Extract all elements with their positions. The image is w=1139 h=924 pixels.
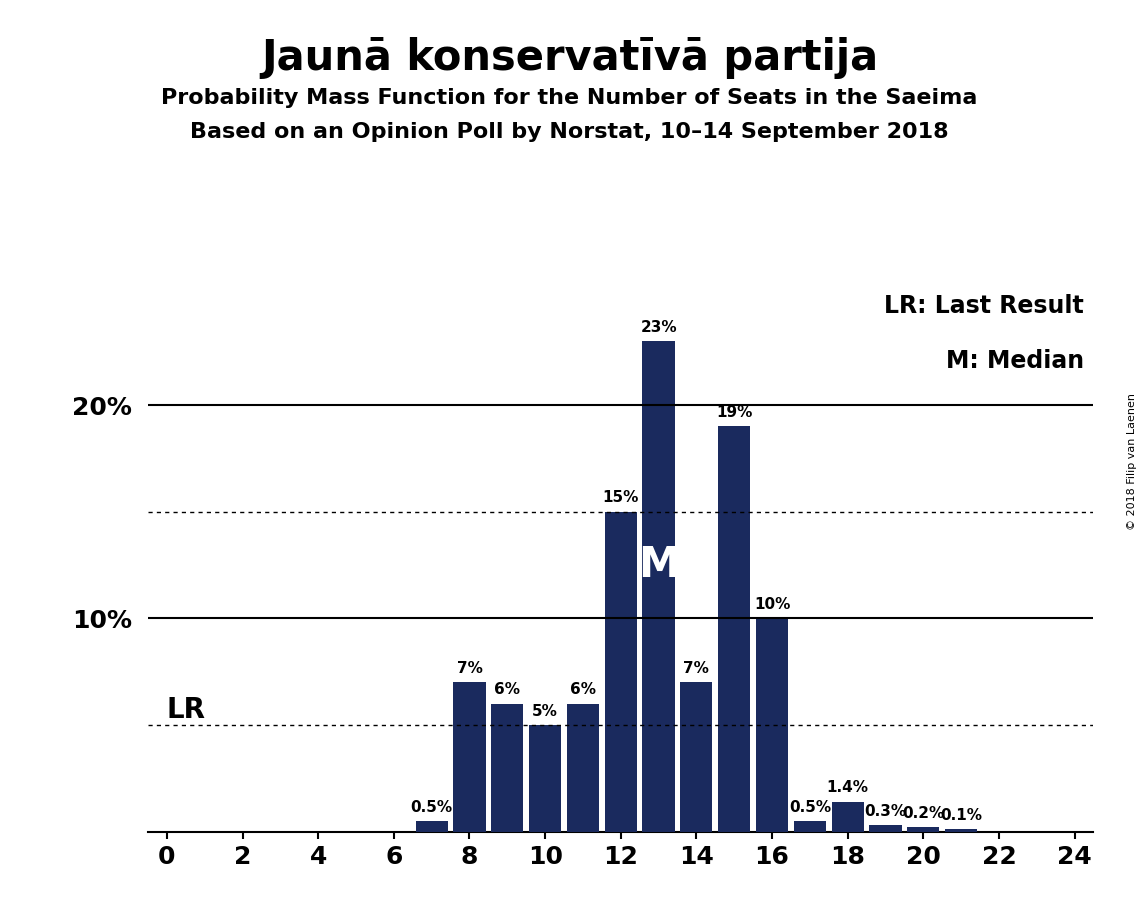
- Text: 10%: 10%: [754, 597, 790, 612]
- Text: © 2018 Filip van Laenen: © 2018 Filip van Laenen: [1126, 394, 1137, 530]
- Text: 0.5%: 0.5%: [789, 799, 830, 815]
- Bar: [605, 512, 637, 832]
- Text: 7%: 7%: [457, 661, 483, 676]
- Text: 6%: 6%: [494, 682, 521, 698]
- Text: LR: LR: [167, 696, 206, 723]
- Text: 23%: 23%: [640, 320, 677, 334]
- Text: LR: Last Result: LR: Last Result: [884, 294, 1084, 318]
- Bar: [945, 830, 977, 832]
- Text: 0.3%: 0.3%: [865, 804, 907, 819]
- Text: 0.2%: 0.2%: [902, 806, 944, 821]
- Text: M: M: [638, 544, 679, 586]
- Bar: [869, 825, 902, 832]
- Text: 15%: 15%: [603, 491, 639, 505]
- Text: Probability Mass Function for the Number of Seats in the Saeima: Probability Mass Function for the Number…: [162, 88, 977, 108]
- Bar: [907, 827, 940, 832]
- Bar: [831, 802, 863, 832]
- Bar: [680, 682, 713, 832]
- Text: 0.5%: 0.5%: [411, 799, 452, 815]
- Bar: [642, 341, 674, 832]
- Text: Jaunā konservatīvā partija: Jaunā konservatīvā partija: [261, 37, 878, 79]
- Bar: [416, 821, 448, 832]
- Text: Based on an Opinion Poll by Norstat, 10–14 September 2018: Based on an Opinion Poll by Norstat, 10–…: [190, 122, 949, 142]
- Bar: [453, 682, 485, 832]
- Bar: [491, 704, 524, 832]
- Text: 6%: 6%: [570, 682, 596, 698]
- Bar: [718, 427, 751, 832]
- Bar: [567, 704, 599, 832]
- Bar: [794, 821, 826, 832]
- Bar: [528, 725, 562, 832]
- Text: 19%: 19%: [716, 405, 753, 420]
- Text: 1.4%: 1.4%: [827, 781, 869, 796]
- Text: 5%: 5%: [532, 703, 558, 719]
- Text: M: Median: M: Median: [945, 349, 1084, 373]
- Text: 0.1%: 0.1%: [940, 808, 982, 823]
- Text: 7%: 7%: [683, 661, 710, 676]
- Bar: [756, 618, 788, 832]
